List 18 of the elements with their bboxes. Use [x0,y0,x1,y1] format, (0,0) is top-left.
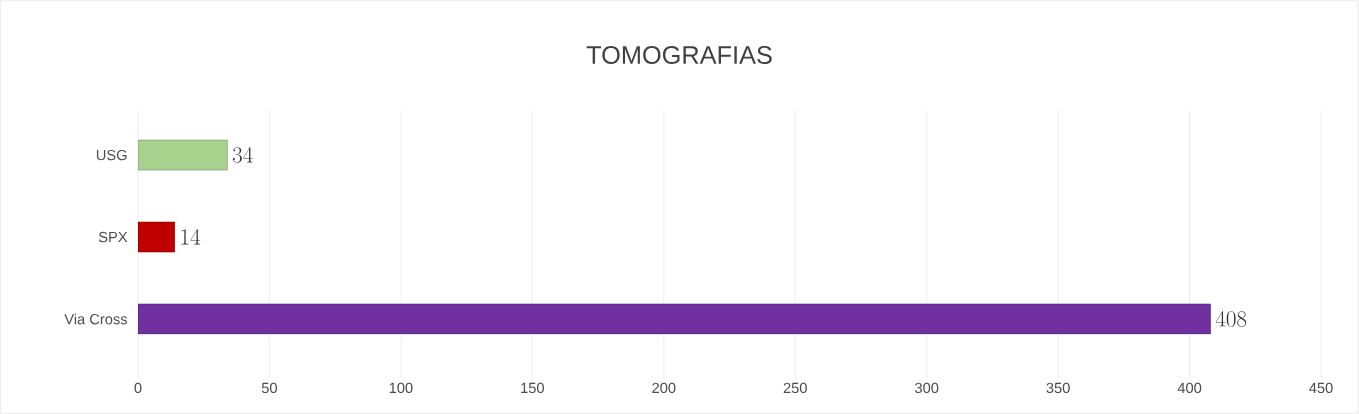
data-label: 14 [181,229,201,245]
x-tick-label: 50 [261,382,278,394]
y-tick-label: USG [96,149,127,161]
x-tick-label: 150 [521,382,544,394]
y-tick-label: SPX [98,231,128,243]
x-tick-label: 300 [915,382,939,394]
x-tick-label: 0 [134,382,142,394]
data-label: 408 [1215,311,1247,327]
y-tick-label: Via Cross [64,313,128,325]
x-tick-label: 400 [1177,382,1202,394]
x-tick-label: 200 [652,382,676,394]
x-tick-label: 450 [1309,382,1333,394]
chart-title: TOMOGRAFIAS [586,46,772,64]
x-tick-label: 350 [1046,382,1070,394]
bar [138,221,176,253]
data-label: 34 [232,147,253,163]
x-tick-label: 100 [389,382,413,394]
x-tick-label: 250 [783,382,807,394]
